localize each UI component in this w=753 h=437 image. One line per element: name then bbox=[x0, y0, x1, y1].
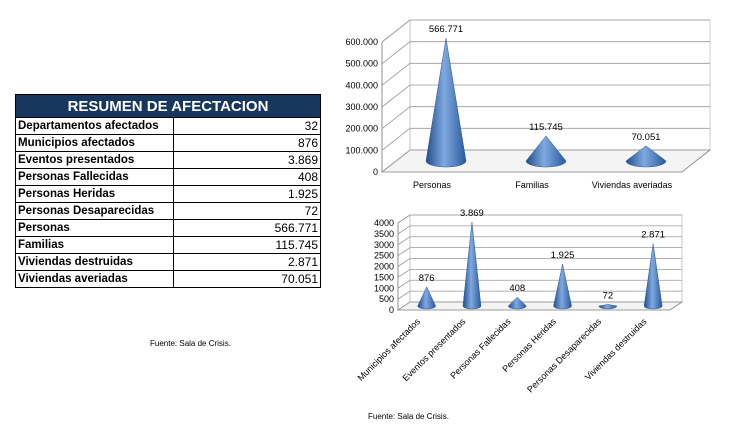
row-label: Viviendas averiadas bbox=[15, 270, 174, 288]
data-label: 876 bbox=[419, 273, 435, 284]
y-tick-label: 3500 bbox=[374, 229, 394, 239]
cone-bar bbox=[507, 296, 527, 310]
y-tick-label: 3000 bbox=[374, 240, 394, 250]
category-label: Familias bbox=[515, 180, 549, 190]
cone-bar bbox=[553, 264, 572, 310]
cone-body bbox=[553, 264, 572, 310]
cone-body bbox=[625, 145, 667, 168]
y-tick-label: 1500 bbox=[374, 272, 394, 282]
cone-body bbox=[643, 243, 663, 310]
y-tick-label: 0 bbox=[373, 167, 378, 177]
y-tick-label: 600.000 bbox=[345, 37, 378, 47]
cone-bar bbox=[425, 38, 467, 168]
cone-body bbox=[507, 296, 527, 310]
gridline bbox=[397, 279, 682, 289]
cone-body bbox=[525, 135, 567, 168]
gridline bbox=[381, 62, 710, 86]
data-label: 115.745 bbox=[529, 122, 563, 133]
data-label: 2.871 bbox=[641, 230, 665, 241]
cone-bar bbox=[525, 135, 567, 168]
gridline bbox=[381, 41, 710, 64]
gridline bbox=[397, 301, 682, 311]
gridline bbox=[381, 84, 710, 108]
row-value: 70.051 bbox=[173, 270, 321, 288]
gridline bbox=[397, 258, 682, 267]
gridline bbox=[381, 106, 710, 129]
cone-bar bbox=[598, 304, 618, 310]
row-value: 3.869 bbox=[173, 151, 321, 169]
table-row: Familias 115.745 bbox=[15, 236, 321, 254]
category-label: Viviendas averiadas bbox=[592, 180, 673, 190]
table-row: Personas Desaparecidas 72 bbox=[15, 202, 321, 220]
gridline bbox=[397, 225, 682, 235]
cone-body bbox=[417, 286, 436, 310]
data-label: 1.925 bbox=[551, 250, 575, 261]
data-label: 3.869 bbox=[460, 208, 484, 219]
y-tick-label: 100.000 bbox=[345, 145, 378, 155]
gridline bbox=[381, 149, 710, 173]
data-label: 566.771 bbox=[429, 24, 463, 35]
data-label: 72 bbox=[603, 290, 614, 301]
table-row: Personas 566.771 bbox=[15, 219, 321, 237]
source-note-left: Fuente: Sala de Crisis. bbox=[150, 339, 231, 348]
cone-bar bbox=[625, 145, 667, 168]
y-tick-label: 2000 bbox=[374, 262, 394, 272]
category-label: Personas bbox=[413, 180, 452, 190]
row-label: Eventos presentados bbox=[15, 151, 174, 169]
row-label: Personas Desaparecidas bbox=[15, 202, 174, 220]
table-row: Eventos presentados 3.869 bbox=[15, 151, 321, 169]
y-tick-label: 2500 bbox=[374, 251, 394, 261]
y-tick-label: 300.000 bbox=[345, 102, 378, 112]
floor bbox=[396, 301, 684, 311]
row-value: 115.745 bbox=[173, 236, 321, 254]
y-tick-label: 500.000 bbox=[345, 59, 378, 69]
y-tick-label: 0 bbox=[389, 305, 394, 315]
gridline bbox=[397, 214, 682, 224]
table-row: Municipios afectados 876 bbox=[15, 134, 321, 152]
summary-table: RESUMEN DE AFECTACION Departamentos afec… bbox=[15, 94, 321, 288]
gridline bbox=[381, 127, 710, 151]
y-tick-label: 1000 bbox=[374, 283, 394, 293]
cone-bar bbox=[462, 221, 482, 310]
gridline bbox=[397, 268, 682, 278]
gridline bbox=[397, 290, 682, 300]
gridline bbox=[397, 247, 682, 256]
y-tick-label: 4000 bbox=[374, 218, 394, 228]
source-note-bottom: Fuente: Sala de Crisis. bbox=[368, 412, 449, 421]
category-label: Personas Desaparecidas bbox=[525, 316, 604, 395]
y-tick-label: 400.000 bbox=[345, 80, 378, 90]
gridline bbox=[397, 236, 682, 246]
data-label: 408 bbox=[509, 283, 525, 294]
cone-bar bbox=[417, 286, 436, 310]
data-label: 70.051 bbox=[631, 132, 660, 143]
table-row: Personas Fallecidas 408 bbox=[15, 168, 321, 186]
y-tick-label: 500 bbox=[379, 294, 394, 304]
row-value: 2.871 bbox=[173, 253, 321, 271]
cone-body bbox=[462, 221, 482, 310]
summary-title: RESUMEN DE AFECTACION bbox=[15, 94, 321, 118]
cone-body bbox=[598, 304, 618, 310]
y-tick-label: 200.000 bbox=[345, 124, 378, 134]
table-row: Viviendas averiadas 70.051 bbox=[15, 270, 321, 288]
gridline bbox=[381, 19, 710, 43]
cone-body bbox=[425, 38, 467, 168]
table-row: Departamentos afectados 32 bbox=[15, 117, 321, 135]
cone-bar bbox=[643, 243, 663, 310]
row-value: 876 bbox=[173, 134, 321, 152]
